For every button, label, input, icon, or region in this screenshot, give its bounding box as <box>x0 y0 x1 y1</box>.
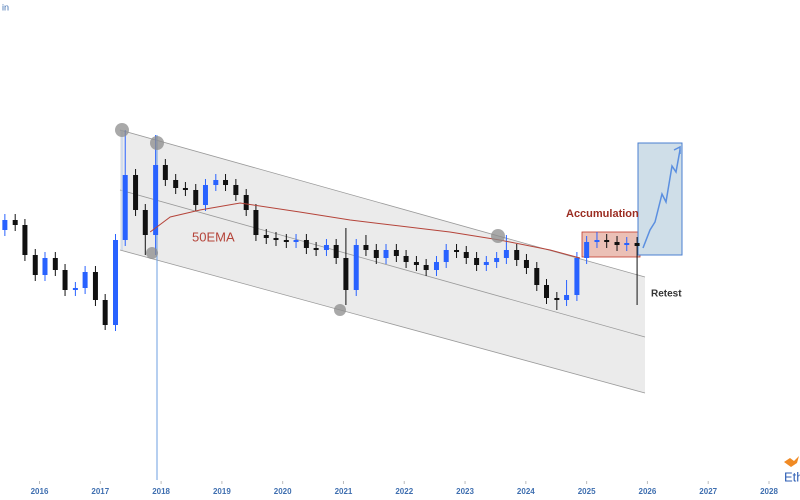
candle-body <box>42 258 48 275</box>
candle-body <box>323 245 329 250</box>
brand-label: Eth <box>784 469 800 484</box>
candle-body <box>263 235 269 238</box>
candle-body <box>233 185 239 195</box>
candle-body <box>273 238 279 240</box>
candle-body <box>503 250 509 258</box>
candle-body <box>162 165 168 180</box>
candle-body <box>182 188 188 190</box>
candle-body <box>92 272 98 300</box>
x-tick-label: 2023 <box>456 487 474 496</box>
channel-lower <box>119 249 646 394</box>
candle-body <box>523 260 529 268</box>
x-tick-label: 2017 <box>91 487 109 496</box>
pivot <box>150 136 164 150</box>
corner-label: in <box>2 2 9 12</box>
candle-body <box>373 250 379 258</box>
arrow-head <box>673 145 681 154</box>
candle-body <box>564 295 570 300</box>
x-tick-label: 2018 <box>152 487 170 496</box>
candle-body <box>624 243 630 245</box>
pivot-markers <box>115 123 505 316</box>
x-tick-label: 2028 <box>760 487 778 496</box>
candle-body <box>2 220 8 230</box>
candle-body <box>443 250 449 262</box>
brand-icon <box>784 456 799 467</box>
candle-body <box>72 288 78 290</box>
candle-body <box>393 250 399 256</box>
ema-line <box>149 202 581 259</box>
candle-body <box>32 255 38 275</box>
x-tick-label: 2026 <box>639 487 657 496</box>
candle-body <box>534 268 540 285</box>
candle-body <box>213 180 219 185</box>
candle-body <box>423 265 429 270</box>
projection-arrow <box>642 149 681 249</box>
candle-body <box>363 245 369 250</box>
candle-body <box>474 258 480 265</box>
pivot <box>491 229 505 243</box>
candle-body <box>283 240 289 242</box>
pivot <box>334 304 346 316</box>
candle-body <box>554 298 560 300</box>
candle-body <box>12 220 18 225</box>
candle-body <box>122 175 128 240</box>
candle-body <box>333 245 339 258</box>
channel-middle <box>119 189 646 338</box>
x-tick-label: 2027 <box>699 487 717 496</box>
candle-body <box>514 250 520 260</box>
candle-body <box>293 240 299 242</box>
pivot <box>146 247 158 259</box>
candle-body <box>343 258 349 290</box>
annotation: 50EMA <box>192 229 235 244</box>
x-tick-label: 2020 <box>274 487 292 496</box>
x-tick-label: 2022 <box>395 487 413 496</box>
candle-body <box>614 242 620 245</box>
candle-body <box>102 300 108 325</box>
candle-body <box>494 258 500 262</box>
candle-body <box>574 258 580 295</box>
candle-body <box>52 258 58 270</box>
pivot <box>115 123 129 137</box>
channel <box>120 130 645 393</box>
accumulation-box <box>581 231 641 258</box>
candle-body <box>22 225 28 255</box>
x-tick-label: 2016 <box>31 487 49 496</box>
candle-body <box>604 240 610 242</box>
candle-body <box>483 262 489 265</box>
candle-body <box>202 185 208 205</box>
candle-body <box>142 210 148 235</box>
candle-body <box>463 252 469 258</box>
x-tick-label: 2021 <box>335 487 353 496</box>
candle-body <box>243 195 249 210</box>
candle-body <box>253 210 259 235</box>
candle-body <box>433 262 439 270</box>
annotation: Accumulation <box>566 208 639 220</box>
candle-body <box>403 256 409 262</box>
candle-body <box>62 270 68 290</box>
candle-body <box>594 240 600 242</box>
x-tick-label: 2025 <box>578 487 596 496</box>
candle-body <box>223 180 229 185</box>
candle-body <box>303 240 309 248</box>
x-tick-label: 2019 <box>213 487 231 496</box>
candle-body <box>413 262 419 265</box>
candle-body <box>544 285 550 298</box>
candle-body <box>193 190 199 205</box>
candle-body <box>133 175 139 210</box>
annotation: Retest <box>651 289 682 300</box>
candle-body <box>113 240 119 325</box>
candle-body <box>353 245 359 290</box>
candle-body <box>634 243 640 246</box>
candle-body <box>454 250 460 252</box>
candle-body <box>584 242 590 258</box>
candle-body <box>153 165 159 235</box>
x-tick-label: 2024 <box>517 487 535 496</box>
candle-body <box>173 180 179 188</box>
candle-body <box>383 250 389 258</box>
candle-body <box>82 272 88 288</box>
channel-upper <box>119 129 646 278</box>
candle-body <box>313 248 319 250</box>
